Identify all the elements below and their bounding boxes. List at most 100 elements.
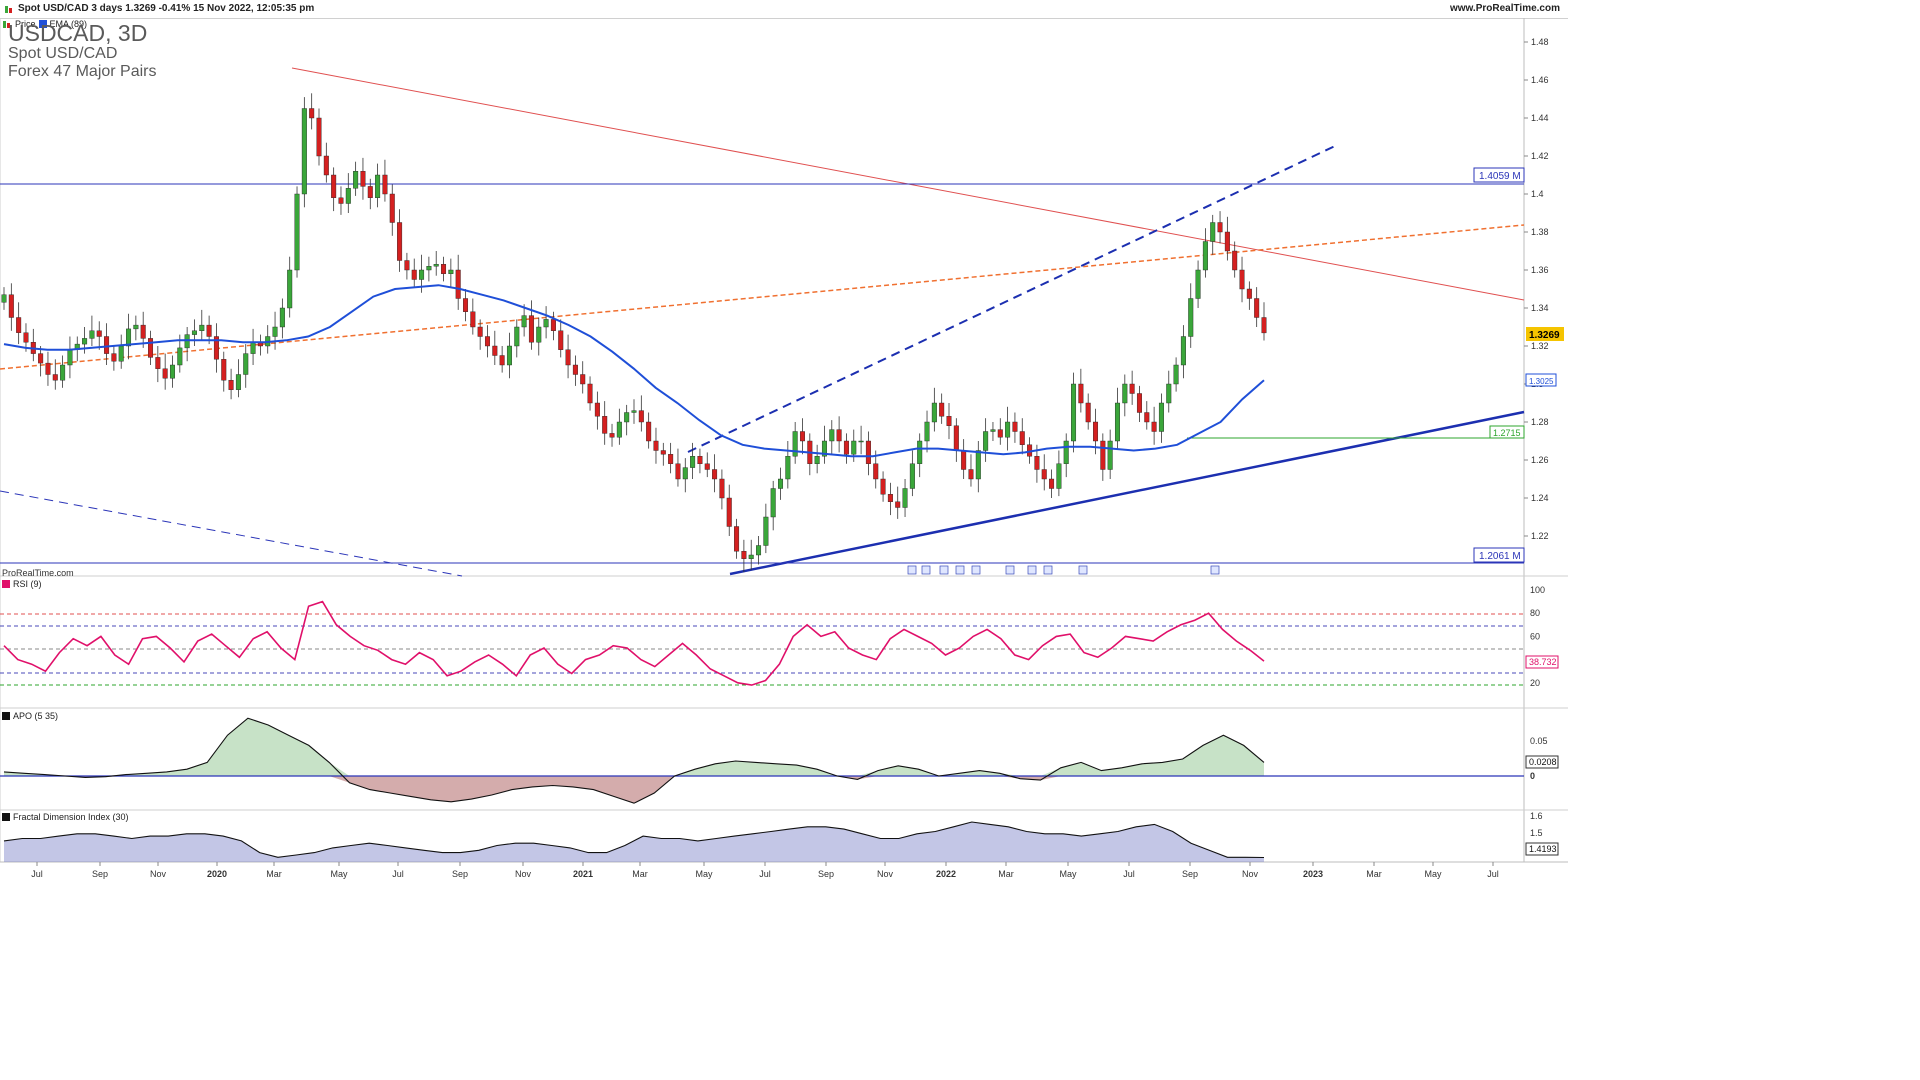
candle-body <box>309 108 315 119</box>
candle-body <box>572 364 578 375</box>
candle-body <box>1246 288 1252 299</box>
candles <box>1 93 1267 573</box>
candle-body <box>162 368 168 379</box>
candle-body <box>858 440 864 443</box>
candle-body <box>104 336 110 354</box>
candle-body <box>331 174 337 198</box>
candle-body <box>250 342 256 354</box>
time-tick-label: Mar <box>1366 869 1382 879</box>
candle-body <box>1063 440 1069 464</box>
rsi-tick-label: 60 <box>1530 631 1540 641</box>
candle-body <box>397 222 403 261</box>
candle-body <box>646 421 652 442</box>
rsi-value: 38.732 <box>1529 657 1557 667</box>
price-tick-label: 1.46 <box>1531 75 1549 85</box>
candle-body <box>851 440 857 455</box>
candle-body <box>221 359 227 381</box>
fdi-swatch <box>2 813 10 821</box>
candle-body <box>1239 269 1245 290</box>
candle-body <box>1056 463 1062 489</box>
time-axis: Jul Sep Nov 2020 Mar May Jul Sep Nov 2021 Mar May Ju… <box>31 862 1499 879</box>
resistance-label: 1.4059 M <box>1479 171 1521 182</box>
apo-positive-fill <box>4 718 1264 776</box>
green-label-box <box>1489 425 1525 439</box>
price-tick-label: 1.44 <box>1531 113 1549 123</box>
time-tick-label: May <box>330 869 348 879</box>
blue-support-trendline <box>729 410 1525 576</box>
calendar-event-icon <box>1005 565 1015 575</box>
price-tick-label: 1.36 <box>1531 265 1549 275</box>
candle-body <box>1180 336 1186 366</box>
ema-value-box <box>1525 373 1557 387</box>
fdi-tick-1: 1.5 <box>1530 828 1543 838</box>
candle-body <box>316 117 322 157</box>
candle-body <box>470 311 476 328</box>
chart-window: Spot USD/CAD 3 days 1.3269 -0.41% 15 Nov… <box>0 0 1568 882</box>
candle-body <box>52 374 58 381</box>
candle-body <box>528 315 534 343</box>
candle-body <box>1129 383 1135 394</box>
candle-body <box>1041 469 1047 480</box>
candle-body <box>506 345 512 366</box>
last-price-label: 1.3269 <box>1529 330 1560 341</box>
apo-negative-fill <box>4 776 1264 804</box>
title-bar: Spot USD/CAD 3 days 1.3269 -0.41% 15 Nov… <box>0 0 1568 19</box>
candle-body <box>565 349 571 366</box>
time-tick-label: Jul <box>759 869 771 879</box>
calendar-events <box>907 565 1220 575</box>
calendar-event-icon <box>939 565 949 575</box>
candle-body <box>1254 298 1260 318</box>
time-tick-label: Jul <box>392 869 404 879</box>
candle-body <box>675 463 681 480</box>
candle-body <box>719 478 725 499</box>
ema-legend-label: EMA (89) <box>49 19 88 29</box>
price-legend: Price EMA (89) <box>2 19 87 29</box>
candle-body <box>1019 431 1025 446</box>
time-tick-label: Sep <box>452 869 468 879</box>
support-label: 1.2061 M <box>1479 551 1521 562</box>
candle-body <box>89 330 95 339</box>
candle-body <box>199 324 205 332</box>
candle-body <box>279 307 285 328</box>
rsi-label-text: RSI (9) <box>13 579 42 589</box>
candle-body <box>741 551 747 560</box>
site-link[interactable]: www.ProRealTime.com <box>1449 3 1560 14</box>
candle-body <box>1005 421 1011 438</box>
ema-legend-swatch <box>38 20 47 28</box>
apo-value-box <box>1525 755 1559 769</box>
orange-dashed-trendline <box>0 224 1525 370</box>
candle-body <box>23 332 29 343</box>
candle-body <box>1 294 7 303</box>
candle-body <box>550 319 556 331</box>
candle-body <box>763 516 769 546</box>
candle-body <box>1210 222 1216 242</box>
calendar-event-icon <box>1078 565 1088 575</box>
candle-body <box>433 264 439 267</box>
time-tick-label: Sep <box>92 869 108 879</box>
candle-body <box>843 440 849 455</box>
candle-body <box>1078 383 1084 404</box>
candle-body <box>191 330 197 335</box>
price-legend-label: Price <box>15 19 36 29</box>
candle-body <box>301 108 307 195</box>
candle-body <box>799 431 805 442</box>
candle-body <box>96 330 102 337</box>
candle-body <box>602 416 608 434</box>
price-axis: 1.481.461.441.421.41.381.361.341.321.31.… <box>1524 37 1549 541</box>
rsi-swatch <box>2 580 10 588</box>
candle-body <box>734 526 740 552</box>
chart-canvas[interactable]: 1.481.461.441.421.41.381.361.341.321.31.… <box>0 0 1568 882</box>
candle-body <box>682 467 688 480</box>
candle-body <box>821 440 827 457</box>
candle-body <box>1107 440 1113 470</box>
candle-body <box>887 494 893 503</box>
candle-body <box>873 463 879 480</box>
candle-body <box>484 336 490 347</box>
candle-body <box>111 353 117 362</box>
last-price-badge <box>1526 327 1564 341</box>
candle-body <box>631 410 637 413</box>
candle-body <box>67 349 73 366</box>
candle-body <box>594 402 600 417</box>
price-tick-label: 1.28 <box>1531 417 1549 427</box>
price-tick-label: 1.38 <box>1531 227 1549 237</box>
